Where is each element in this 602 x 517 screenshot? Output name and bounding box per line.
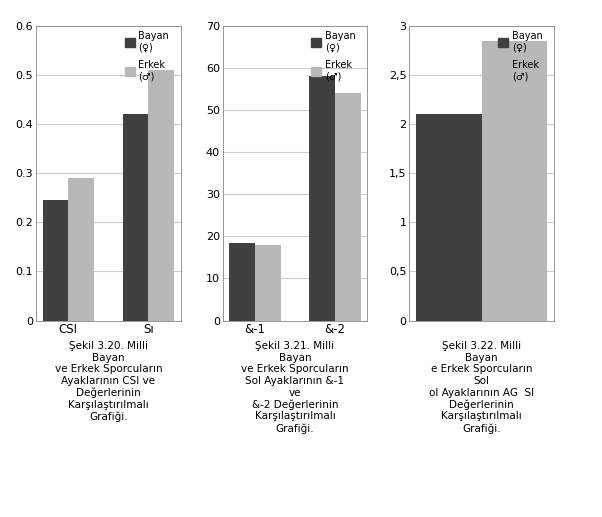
Bar <box>416 114 482 321</box>
Bar <box>482 41 547 321</box>
Bar <box>68 178 94 321</box>
Text: Şekil 3.20. Milli
Bayan
ve Erkek Sporcuların
Ayaklarının CSI ve
Değerlerinin
Kar: Şekil 3.20. Milli Bayan ve Erkek Sporcul… <box>55 341 162 422</box>
Legend: Bayan
(♀), Erkek
(♂): Bayan (♀), Erkek (♂) <box>311 31 356 82</box>
Bar <box>123 114 149 321</box>
Bar <box>335 93 361 321</box>
Bar <box>149 70 174 321</box>
Text: Şekil 3.22. Milli
Bayan
e Erkek Sporcuların
Sol
ol Ayaklarının AG  SI
Değerlerin: Şekil 3.22. Milli Bayan e Erkek Sporcula… <box>429 341 534 434</box>
Bar <box>43 200 68 321</box>
Text: Şekil 3.21. Milli
Bayan
ve Erkek Sporcuların
Sol Ayaklarının &-1
ve
&-2 Değerler: Şekil 3.21. Milli Bayan ve Erkek Sporcul… <box>241 341 349 434</box>
Bar <box>309 77 335 321</box>
Bar <box>229 242 255 321</box>
Legend: Bayan
(♀), Erkek
(♂): Bayan (♀), Erkek (♂) <box>125 31 169 82</box>
Legend: Bayan
(♀), Erkek
(♂): Bayan (♀), Erkek (♂) <box>498 31 542 82</box>
Bar <box>255 245 281 321</box>
